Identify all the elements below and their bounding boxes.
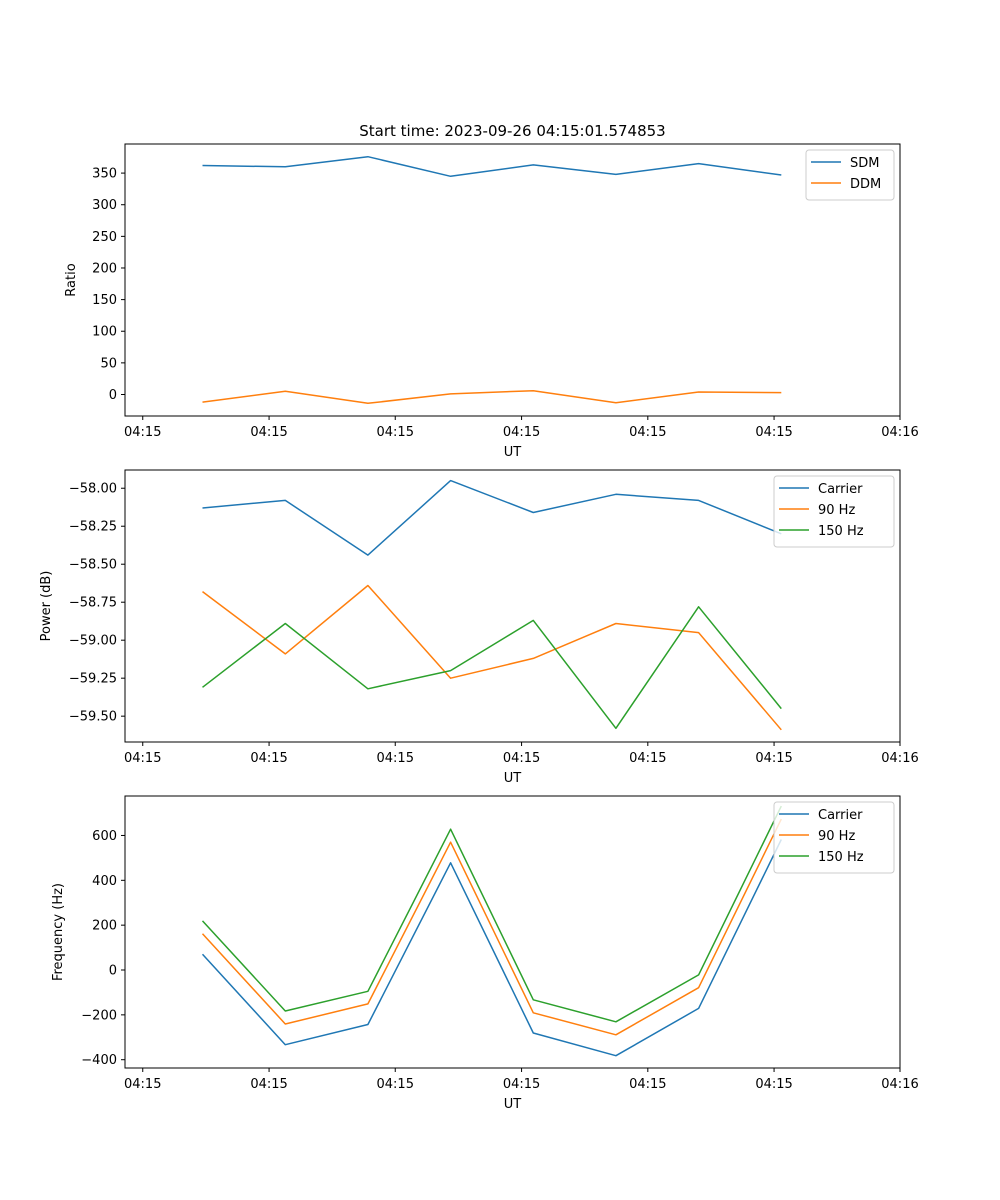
series-line-sdm xyxy=(202,155,782,178)
x-tick-label: 04:16 xyxy=(881,751,918,766)
legend-entry-label: 150 Hz xyxy=(818,850,864,865)
legend-entry-label: SDM xyxy=(850,156,879,171)
legend: SDM DDM xyxy=(805,149,895,201)
y-axis-label: Frequency (Hz) xyxy=(51,883,66,981)
y-tick-label: 250 xyxy=(92,230,117,245)
y-axis-label: Ratio xyxy=(64,263,79,296)
x-axis-label: UT xyxy=(504,771,522,786)
legend-entry-label: DDM xyxy=(850,177,881,192)
y-tick-label: 150 xyxy=(92,293,117,308)
x-tick-label: 04:15 xyxy=(503,425,540,440)
x-tick-label: 04:15 xyxy=(250,425,287,440)
series-line-90-hz xyxy=(202,584,782,731)
legend-entry-label: 150 Hz xyxy=(818,524,864,539)
y-tick-label: 100 xyxy=(92,325,117,340)
series-line-90-hz xyxy=(201,818,782,1036)
chart-title: Start time: 2023-09-26 04:15:01.574853 xyxy=(359,122,665,140)
legend-entry-label: 90 Hz xyxy=(818,829,855,844)
x-tick-label: 04:15 xyxy=(377,751,414,766)
x-tick-label: 04:15 xyxy=(250,751,287,766)
y-tick-label: 0 xyxy=(109,388,117,403)
y-tick-label: −58.75 xyxy=(69,596,117,611)
x-axis-label: UT xyxy=(504,1097,522,1112)
legend-entry-label: 90 Hz xyxy=(818,503,855,518)
x-tick-label: 04:15 xyxy=(503,751,540,766)
series-line-150-hz xyxy=(202,606,782,730)
legend-entry-label: Carrier xyxy=(818,482,863,497)
y-axis-label: Power (dB) xyxy=(39,571,54,642)
x-tick-label: 04:15 xyxy=(124,751,161,766)
series-line-carrier xyxy=(202,479,782,556)
x-tick-label: 04:15 xyxy=(755,1077,792,1092)
y-tick-label: 0 xyxy=(109,964,117,979)
x-tick-label: 04:15 xyxy=(755,425,792,440)
axes-frame xyxy=(124,469,901,743)
y-tick-label: 200 xyxy=(92,261,117,276)
chart-panel-3: 04:15 04:15 04:15 04:15 04:15 04:15 04:16 UT −40… xyxy=(51,795,919,1112)
y-tick-label: 50 xyxy=(100,356,117,371)
axes-frame xyxy=(124,143,901,417)
legend-entry-label: Carrier xyxy=(818,808,863,823)
x-tick-label: 04:15 xyxy=(250,1077,287,1092)
x-tick-label: 04:16 xyxy=(881,425,918,440)
y-tick-label: 200 xyxy=(92,919,117,934)
y-tick-label: −58.25 xyxy=(69,520,117,535)
x-tick-label: 04:15 xyxy=(629,425,666,440)
x-tick-label: 04:15 xyxy=(503,1077,540,1092)
x-tick-label: 04:15 xyxy=(629,751,666,766)
x-tick-label: 04:15 xyxy=(377,1077,414,1092)
y-tick-label: 600 xyxy=(92,829,117,844)
y-tick-label: −400 xyxy=(81,1053,117,1068)
x-tick-label: 04:15 xyxy=(755,751,792,766)
axes-frame xyxy=(124,795,901,1069)
series-line-ddm xyxy=(202,389,782,405)
y-tick-label: 300 xyxy=(92,198,117,213)
x-tick-label: 04:16 xyxy=(881,1077,918,1092)
y-tick-label: 350 xyxy=(92,167,117,182)
legend: Carrier 90 Hz 150 Hz xyxy=(773,801,895,874)
y-tick-label: −59.50 xyxy=(69,710,117,725)
y-tick-label: −59.25 xyxy=(69,672,117,687)
x-tick-label: 04:15 xyxy=(124,1077,161,1092)
x-tick-label: 04:15 xyxy=(629,1077,666,1092)
x-tick-label: 04:15 xyxy=(124,425,161,440)
chart-panel-1: Start time: 2023-09-26 04:15:01.574853 04… xyxy=(64,122,919,460)
y-tick-label: −59.00 xyxy=(69,634,117,649)
x-tick-label: 04:15 xyxy=(377,425,414,440)
y-tick-label: −58.00 xyxy=(69,482,117,497)
legend: Carrier 90 Hz 150 Hz xyxy=(773,475,895,548)
chart-panel-2: 04:15 04:15 04:15 04:15 04:15 04:15 04:16 UT −59… xyxy=(39,469,919,786)
y-tick-label: −200 xyxy=(81,1008,117,1023)
series-line-carrier xyxy=(201,839,782,1057)
y-tick-label: −58.50 xyxy=(69,558,117,573)
series-line-150-hz xyxy=(201,805,782,1023)
x-axis-label: UT xyxy=(504,445,522,460)
y-tick-label: 400 xyxy=(92,874,117,889)
